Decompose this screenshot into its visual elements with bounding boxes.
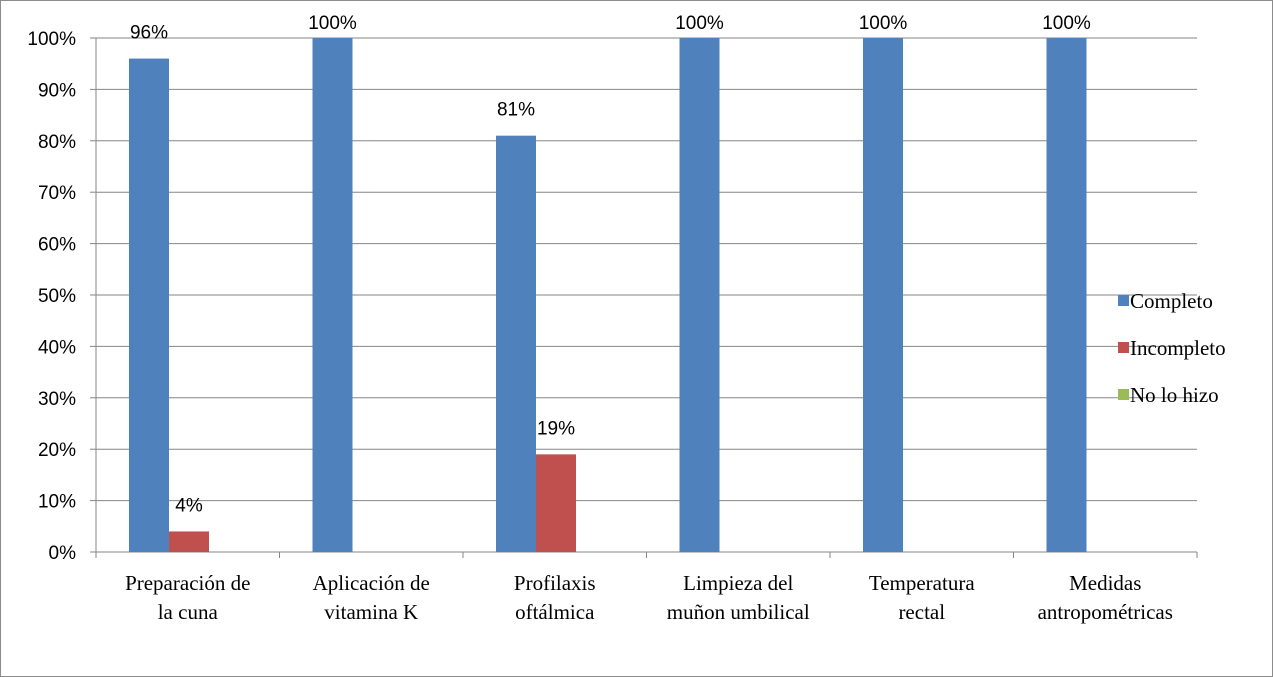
- data-label: 19%: [537, 418, 575, 439]
- x-tick-label: Aplicación de: [313, 571, 430, 595]
- x-tick-label: oftálmica: [515, 600, 595, 624]
- y-tick-label: 30%: [38, 389, 76, 410]
- data-label: 4%: [175, 495, 203, 516]
- y-tick-label: 40%: [38, 337, 76, 358]
- data-label: 96%: [130, 23, 168, 44]
- x-tick-label: Profilaxis: [514, 571, 596, 595]
- data-label: 81%: [497, 100, 535, 121]
- y-tick-label: 10%: [38, 492, 76, 513]
- y-tick-label: 90%: [38, 80, 76, 101]
- bar: [312, 38, 353, 552]
- x-tick-label: la cuna: [158, 600, 219, 624]
- bar: [169, 531, 209, 552]
- x-tick-label: antropométricas: [1038, 600, 1173, 624]
- bar: [679, 38, 720, 552]
- y-tick-label: 60%: [38, 235, 76, 256]
- legend-label: Incompleto: [1130, 336, 1226, 360]
- bar: [536, 454, 576, 552]
- data-label: 100%: [1042, 13, 1091, 34]
- bar: [1046, 38, 1087, 552]
- y-tick-label: 80%: [38, 132, 76, 153]
- bar: [863, 38, 903, 552]
- data-label: 100%: [859, 13, 908, 34]
- y-tick-label: 70%: [38, 183, 76, 204]
- y-tick-label: 50%: [38, 286, 76, 307]
- x-tick-label: Medidas: [1069, 571, 1141, 595]
- legend-label: Completo: [1130, 289, 1213, 313]
- legend-swatch: [1118, 389, 1129, 400]
- legend-label: No lo hizo: [1130, 383, 1219, 407]
- x-tick-label: Preparación de: [125, 571, 250, 595]
- y-tick-label: 100%: [27, 29, 76, 50]
- y-tick-label: 20%: [38, 440, 76, 461]
- y-tick-label: 0%: [49, 543, 77, 564]
- x-tick-label: vitamina K: [324, 600, 418, 624]
- bar: [496, 135, 536, 552]
- data-label: 100%: [675, 13, 724, 34]
- bar: [129, 58, 169, 553]
- x-tick-label: Temperatura: [869, 571, 975, 595]
- legend-swatch: [1118, 342, 1129, 353]
- x-tick-label: rectal: [898, 600, 945, 624]
- legend-swatch: [1118, 295, 1129, 306]
- x-tick-label: muñon umbilical: [667, 600, 810, 624]
- x-tick-label: Limpieza del: [683, 571, 793, 595]
- data-label: 100%: [308, 13, 357, 34]
